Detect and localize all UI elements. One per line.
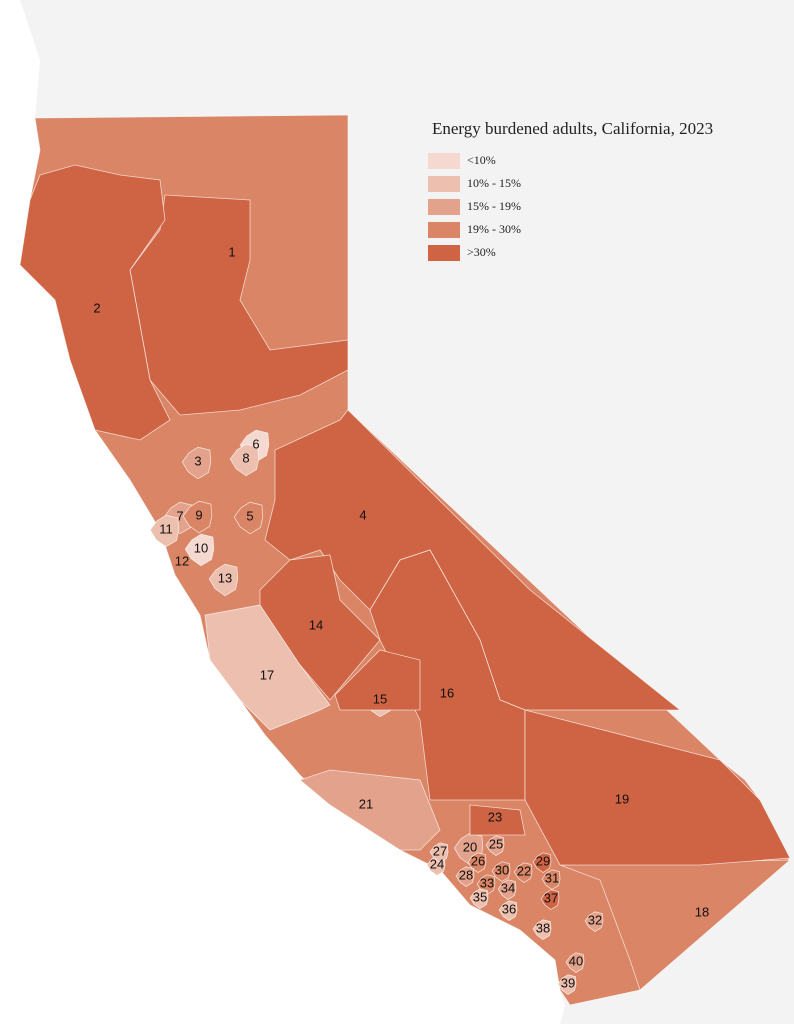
map-title: Energy burdened adults, California, 2023: [432, 119, 713, 138]
region: [208, 563, 239, 597]
legend-swatch: [428, 199, 460, 215]
region: [557, 974, 577, 995]
region: [532, 919, 552, 940]
region: [532, 852, 552, 873]
legend-swatch: [428, 245, 460, 261]
region: [540, 889, 560, 910]
region-label: 21: [359, 796, 373, 811]
region: [541, 869, 561, 890]
legend-label: 19% - 30%: [467, 222, 521, 236]
region-label: 28: [459, 867, 473, 882]
region-label: 12: [175, 553, 189, 568]
region-label: 29: [536, 853, 550, 868]
region: [513, 862, 533, 883]
region: [491, 861, 511, 882]
region-label: 40: [569, 953, 583, 968]
legend-swatch: [428, 222, 460, 238]
region: [469, 888, 489, 909]
region-label: 4: [359, 507, 366, 522]
region-label: 24: [430, 856, 444, 871]
region-label: 15: [373, 691, 387, 706]
region-label: 20: [463, 839, 477, 854]
region-label: 7: [176, 508, 183, 523]
region: [233, 501, 264, 535]
legend-swatch: [428, 153, 460, 169]
region-label: 38: [536, 920, 550, 935]
region-label: 10: [194, 540, 208, 555]
region: [181, 446, 212, 480]
region-label: 31: [545, 870, 559, 885]
legend-label: 10% - 15%: [467, 176, 521, 190]
region: [584, 911, 604, 932]
region-label: 23: [488, 809, 502, 824]
region: [182, 500, 213, 534]
region-label: 14: [309, 617, 323, 632]
region-label: 37: [544, 890, 558, 905]
region-label: 9: [195, 507, 202, 522]
region: [524, 709, 791, 866]
region: [565, 952, 585, 973]
region: [334, 649, 421, 711]
region-label: 18: [695, 904, 709, 919]
region-label: 13: [218, 570, 232, 585]
region-label: 11: [159, 521, 173, 536]
legend-label: >30%: [467, 245, 496, 259]
region: [498, 900, 518, 921]
ocean: [0, 0, 565, 1024]
region-label: 8: [242, 450, 249, 465]
region-label: 35: [473, 889, 487, 904]
region-label: 3: [194, 453, 201, 468]
region-label: 26: [471, 853, 485, 868]
region-label: 32: [588, 912, 602, 927]
region: [467, 852, 487, 873]
region: [19, 164, 171, 441]
region: [299, 769, 441, 851]
region: [455, 866, 475, 887]
region-label: 30: [495, 862, 509, 877]
region-label: 39: [561, 975, 575, 990]
region-label: 22: [517, 863, 531, 878]
region: [229, 443, 260, 477]
region-label: 16: [440, 685, 454, 700]
region-label: 25: [489, 836, 503, 851]
region: [497, 879, 517, 900]
region-label: 5: [246, 508, 253, 523]
legend-swatch: [428, 176, 460, 192]
legend-label: 15% - 19%: [467, 199, 521, 213]
region: [469, 804, 526, 836]
region-label: 34: [501, 880, 515, 895]
region-label: 6: [252, 436, 259, 451]
region-label: 27: [433, 843, 447, 858]
region: [184, 533, 215, 567]
region-label: 33: [480, 875, 494, 890]
region-label: 36: [502, 901, 516, 916]
region-label: 19: [615, 791, 629, 806]
region-label: 2: [93, 300, 100, 315]
region-label: 1: [228, 244, 235, 259]
region-label: 17: [260, 667, 274, 682]
region: [149, 514, 180, 548]
legend-label: <10%: [467, 153, 496, 167]
region: [485, 835, 505, 856]
region: [429, 842, 449, 863]
region: [204, 604, 331, 731]
